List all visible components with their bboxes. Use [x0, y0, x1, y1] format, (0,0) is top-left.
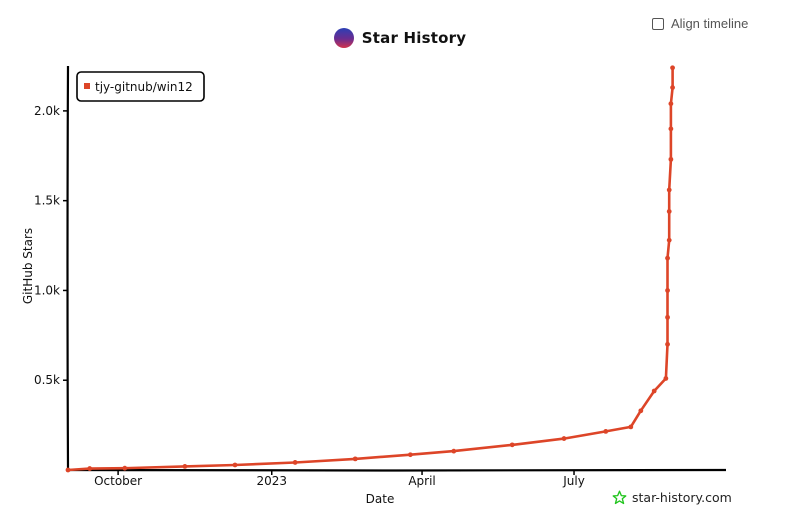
align-timeline-label: Align timeline [671, 16, 749, 31]
series-point [665, 314, 670, 320]
align-timeline-checkbox[interactable] [652, 17, 664, 30]
watermark[interactable]: star-history.com [612, 490, 732, 505]
series-point [666, 237, 672, 243]
series-point [638, 408, 644, 414]
series-point [561, 436, 567, 441]
series-point [665, 288, 670, 293]
series-point [603, 428, 609, 434]
series-point [665, 341, 670, 347]
series-point [65, 467, 71, 473]
series-point [663, 376, 669, 381]
y-tick-label: 0.5k [34, 373, 60, 387]
series-point [670, 85, 675, 90]
legend: tjy-gitnub/win12 [76, 71, 205, 102]
x-tick-label: October [94, 474, 142, 488]
series-point [451, 448, 457, 454]
series-point [668, 156, 674, 162]
series-point [292, 460, 298, 465]
watermark-text: star-history.com [632, 490, 732, 505]
series-point [232, 462, 238, 468]
series-point [670, 65, 675, 71]
x-tick-label: April [408, 474, 435, 488]
y-axis: 0.5k 1.0k 1.5k 2.0k [34, 65, 70, 471]
series-point [122, 465, 128, 471]
series-point [668, 126, 674, 132]
series-point [352, 456, 358, 462]
x-axis: October 2023 April July [67, 468, 727, 488]
y-tick-label: 1.0k [34, 283, 60, 297]
x-axis-title: Date [366, 492, 395, 506]
series-layer [65, 65, 675, 473]
chart-title: Star History [361, 29, 467, 47]
series-point [665, 255, 670, 261]
star-history-mark-icon [612, 490, 627, 505]
x-axis-line [67, 468, 727, 472]
series-point [87, 466, 93, 471]
series-point [666, 209, 672, 214]
title-group: Star History [333, 28, 467, 48]
y-axis-line [66, 65, 70, 471]
legend-box [76, 71, 205, 102]
x-tick-label: 2023 [256, 474, 287, 488]
y-tick-label: 1.5k [34, 194, 60, 208]
series-point [651, 388, 657, 394]
series-point [407, 452, 413, 458]
chart-header: Star History [0, 22, 800, 54]
series-line [66, 66, 674, 472]
y-tick-label: 2.0k [34, 104, 60, 118]
series-point [668, 101, 674, 107]
align-timeline-toggle[interactable]: Align timeline [652, 16, 748, 31]
series-point [628, 424, 634, 430]
legend-label: tjy-gitnub/win12 [95, 80, 193, 94]
y-axis-title: GitHub Stars [21, 228, 35, 304]
series-point [666, 187, 672, 193]
star-history-logo-icon [333, 28, 354, 48]
series-point [182, 464, 188, 469]
legend-swatch [84, 83, 90, 89]
series-point [509, 442, 515, 448]
x-tick-label: July [562, 474, 585, 488]
